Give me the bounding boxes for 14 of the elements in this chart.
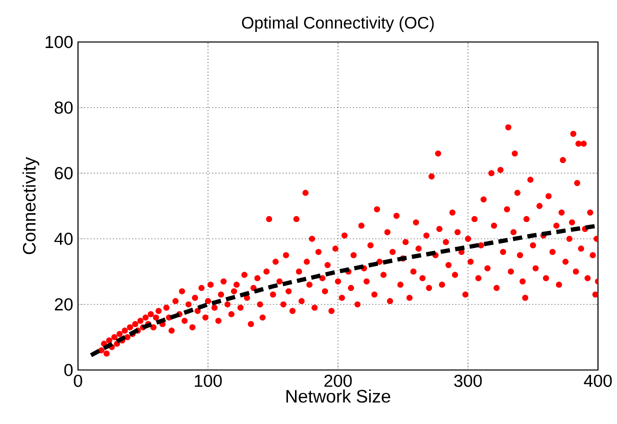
y-tick-label: 20	[54, 298, 73, 311]
y-tick-label: 100	[46, 36, 73, 48]
y-tick-label: 80	[54, 101, 73, 114]
chart-title: Optimal Connectivity (OC)	[242, 16, 434, 32]
y-tick-label: 40	[54, 232, 73, 245]
x-tick-label: 200	[324, 374, 352, 387]
y-tick-label: 0	[64, 364, 73, 376]
y-tick-label: 60	[54, 167, 73, 180]
x-axis-title: Network Size	[286, 389, 390, 403]
x-tick-label: 400	[584, 374, 612, 387]
x-tick-label: 0	[74, 374, 82, 387]
y-axis-title: Connectivity	[22, 157, 40, 254]
x-tick-label: 100	[194, 374, 222, 387]
x-tick-label: 300	[454, 374, 482, 387]
